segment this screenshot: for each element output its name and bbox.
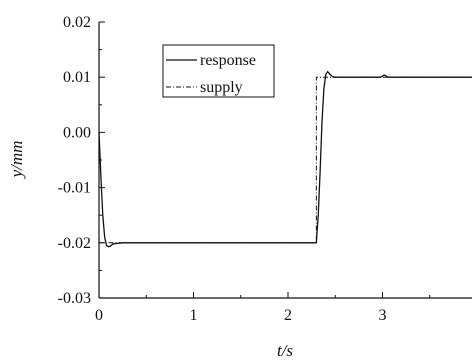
legend: response supply	[162, 44, 275, 98]
x-tick-label: 2	[284, 307, 292, 324]
y-tick-label: 0.01	[63, 69, 91, 86]
y-tick-label: 0.02	[63, 14, 91, 31]
ticks	[98, 21, 431, 299]
x-axis-label: t/s	[277, 341, 293, 360]
series-line-supply	[98, 76, 472, 244]
tick-labels: 012340.020.010.00-0.01-0.02-0.03	[58, 14, 387, 324]
x-tick-label: 1	[190, 307, 198, 324]
series-layer	[98, 70, 472, 248]
x-tick-label: 3	[379, 307, 387, 324]
y-axis-label: y/mm	[7, 141, 26, 180]
legend-label-supply: supply	[200, 79, 243, 96]
legend-label-response: response	[200, 52, 256, 69]
y-tick-label: 0.00	[63, 124, 91, 141]
y-tick-label: -0.01	[58, 180, 91, 197]
axes	[98, 22, 472, 299]
y-tick-label: -0.03	[58, 290, 91, 307]
y-tick-label: -0.02	[58, 235, 91, 252]
x-tick-label: 0	[95, 307, 103, 324]
series-line-response	[98, 70, 472, 248]
legend-box	[162, 44, 275, 98]
